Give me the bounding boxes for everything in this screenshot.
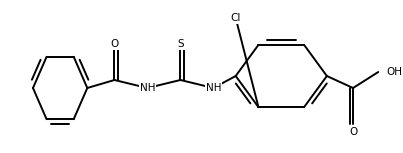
- Text: NH: NH: [140, 83, 155, 93]
- Text: O: O: [110, 39, 118, 49]
- Text: S: S: [177, 39, 184, 49]
- Text: NH: NH: [206, 83, 221, 93]
- Text: Cl: Cl: [231, 13, 241, 23]
- Text: O: O: [349, 127, 357, 137]
- Text: OH: OH: [386, 67, 402, 77]
